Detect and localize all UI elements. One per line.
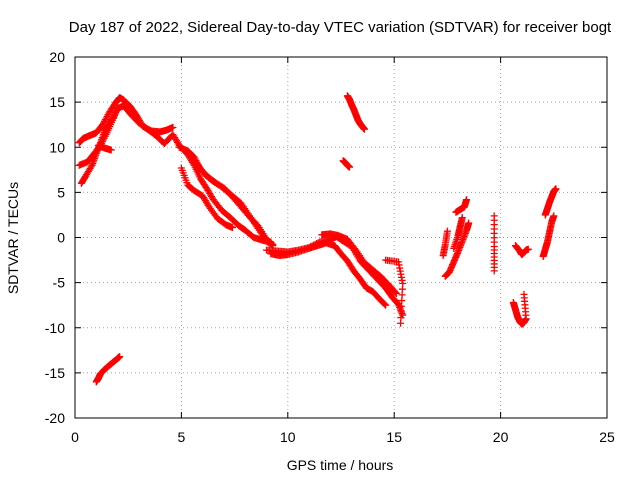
grid (75, 57, 607, 418)
x-tick-label: 0 (71, 429, 79, 445)
x-tick-label: 15 (386, 429, 402, 445)
plot-frame (74, 56, 608, 419)
y-axis-label: SDTVAR / TECUs (5, 182, 21, 294)
series-track-h (177, 164, 236, 232)
data-point (490, 267, 498, 275)
data-point (463, 196, 471, 204)
x-axis-ticks: 0 5 10 15 20 25 (71, 57, 615, 445)
y-tick-label: 10 (49, 139, 65, 155)
series-track-m (343, 92, 368, 133)
series-track-v (509, 290, 530, 328)
y-tick-label: 20 (49, 49, 65, 65)
x-tick-label: 20 (493, 429, 509, 445)
series-track-g (184, 150, 275, 246)
data-point (550, 212, 558, 220)
series-track-d (94, 141, 115, 154)
data-point (465, 219, 473, 227)
series-track-r (450, 214, 466, 252)
series-track-n (339, 157, 354, 171)
chart-title: Day 187 of 2022, Sidereal Day-to-day VTE… (69, 19, 612, 36)
data-point (524, 245, 532, 253)
data-point (87, 163, 95, 171)
data-point (381, 300, 389, 308)
y-tick-label: -10 (45, 320, 65, 336)
data-point (116, 353, 124, 361)
data-point (382, 301, 390, 309)
data-point (228, 224, 236, 232)
data-point (346, 163, 354, 171)
data-point (391, 288, 399, 296)
data-point (458, 214, 466, 222)
data-point (267, 238, 275, 246)
data-point (107, 146, 115, 154)
data-point (520, 290, 528, 298)
x-tick-label: 10 (280, 429, 296, 445)
series-track-o (92, 353, 124, 386)
series-track-q (441, 219, 473, 280)
data-point (443, 227, 451, 235)
x-tick-label: 25 (599, 429, 615, 445)
series-track-x (541, 185, 560, 219)
series-track-t (490, 212, 498, 275)
data-point (169, 123, 177, 131)
y-tick-label: -15 (45, 365, 65, 381)
series-track-u (511, 242, 532, 259)
y-tick-label: 5 (57, 184, 65, 200)
series-track-s (452, 196, 471, 216)
x-axis-label: GPS time / hours (287, 457, 394, 473)
data-point (109, 113, 117, 121)
series-track-p (439, 227, 451, 260)
x-tick-label: 5 (178, 429, 186, 445)
y-tick-label: 0 (57, 230, 65, 246)
series-track-w (539, 212, 558, 260)
y-tick-label: -5 (53, 275, 66, 291)
y-tick-label: -20 (45, 410, 65, 426)
series-track-j (267, 239, 390, 309)
data-points (75, 92, 560, 386)
data-point (397, 319, 405, 327)
series-track-k (318, 230, 400, 297)
data-point (552, 185, 560, 193)
data-point (360, 125, 368, 133)
series-track-l (382, 256, 407, 327)
series-track-c (77, 113, 117, 187)
y-tick-label: 15 (49, 94, 65, 110)
data-point (392, 289, 400, 297)
y-axis-ticks: -20 -15 -10 -5 0 5 10 15 20 (45, 49, 607, 426)
